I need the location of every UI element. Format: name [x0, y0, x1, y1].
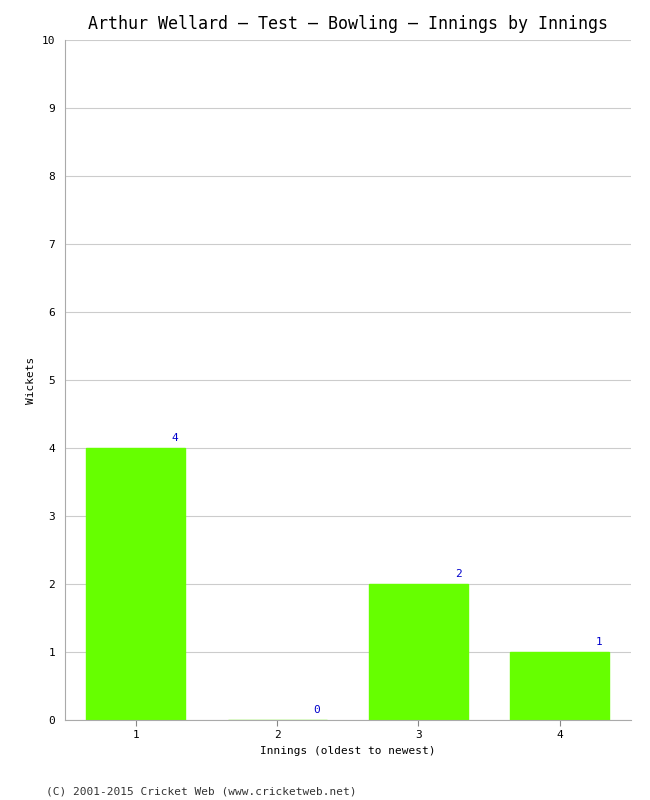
Bar	[369, 584, 468, 720]
Text: 1: 1	[596, 638, 603, 647]
Title: Arthur Wellard – Test – Bowling – Innings by Innings: Arthur Wellard – Test – Bowling – Inning…	[88, 15, 608, 33]
Text: (C) 2001-2015 Cricket Web (www.cricketweb.net): (C) 2001-2015 Cricket Web (www.cricketwe…	[46, 786, 356, 796]
Bar	[510, 652, 609, 720]
X-axis label: Innings (oldest to newest): Innings (oldest to newest)	[260, 746, 436, 756]
Bar	[86, 448, 185, 720]
Text: 0: 0	[313, 706, 320, 715]
Text: 2: 2	[454, 570, 462, 579]
Y-axis label: Wickets: Wickets	[26, 356, 36, 404]
Text: 4: 4	[172, 434, 179, 443]
